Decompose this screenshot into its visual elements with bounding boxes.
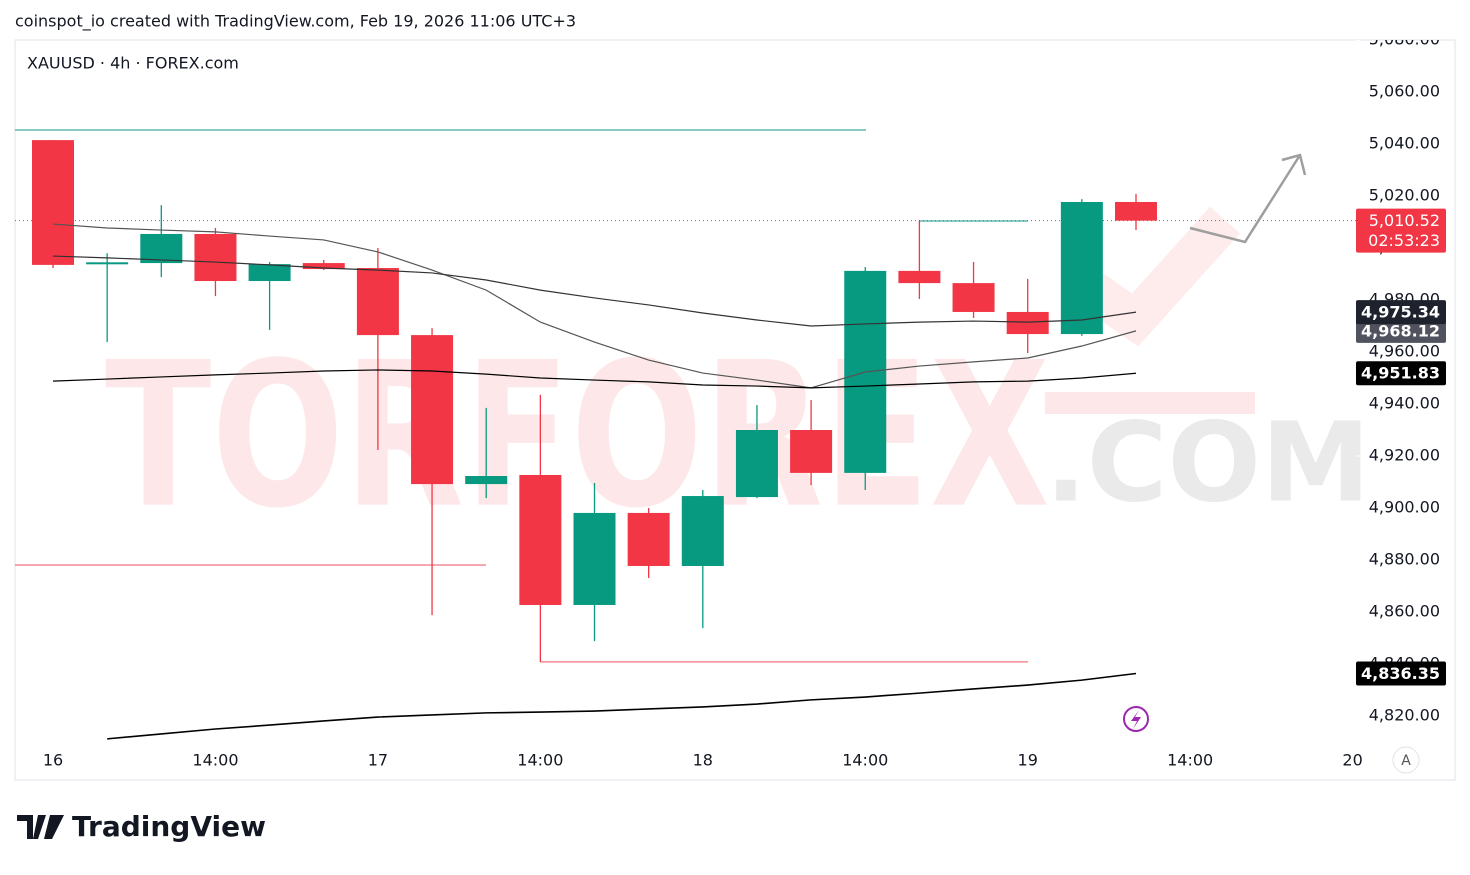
alert-bolt [1131, 710, 1141, 729]
candle-body [1115, 201, 1157, 221]
candle-body [1060, 201, 1103, 335]
ma-line [52, 255, 1137, 327]
y-tick-label: 5,020.00 [1369, 186, 1440, 205]
y-tick-label: 4,860.00 [1369, 602, 1440, 621]
frame [14, 39, 1456, 781]
candle-body [790, 430, 833, 473]
y-tick-label: 4,900.00 [1369, 498, 1440, 517]
ma-line [52, 223, 1137, 389]
candle-body [140, 233, 183, 264]
y-tick-label: 4,920.00 [1369, 446, 1440, 465]
x-tick-label: 18 [693, 751, 713, 770]
candle-body [898, 270, 941, 284]
x-tick-label: 17 [368, 751, 388, 770]
candle-body [32, 140, 74, 265]
candle-body [1006, 311, 1049, 335]
ma-line [107, 672, 1137, 740]
ma-badge [1356, 318, 1446, 343]
x-tick-label: 14:00 [517, 751, 563, 770]
y-tick-label: 5,080.00 [1369, 30, 1440, 49]
candle-body [519, 474, 562, 605]
ma-badge-label: 4,836.35 [1361, 664, 1440, 683]
y-tick-label: 5,060.00 [1369, 82, 1440, 101]
candle-body [248, 264, 291, 282]
auto-button[interactable] [1392, 746, 1420, 774]
countdown-label: 02:53:23 [1368, 231, 1440, 250]
y-tick-label: 4,820.00 [1369, 706, 1440, 725]
candle-body [465, 476, 508, 485]
x-tick-label: 14:00 [842, 751, 888, 770]
watermark-suffix: .COM [1045, 398, 1371, 526]
x-tick-label: 14:00 [192, 751, 238, 770]
x-tick-label: 14:00 [1167, 751, 1213, 770]
brand-logo [17, 815, 64, 839]
candle-body [627, 512, 670, 566]
candle-body [735, 430, 778, 498]
forecast-arrow [1189, 153, 1307, 244]
ma-badge [1356, 300, 1446, 325]
plot [15, 129, 1356, 740]
ma-badge-label: 4,968.12 [1361, 321, 1440, 340]
candle-body [194, 233, 237, 282]
candle-body [952, 283, 995, 312]
price-axis: 5,080.005,060.005,040.005,020.005,000.00… [1356, 30, 1446, 725]
ma-badge [1356, 661, 1446, 686]
ma-badge-label: 4,951.83 [1361, 364, 1440, 383]
x-tick-label: 19 [1018, 751, 1038, 770]
candle-body [302, 263, 345, 270]
watermark-group: TORFOREX .COM [105, 206, 1371, 553]
brand: TradingView [72, 810, 266, 843]
ma-badge-label: 4,975.34 [1361, 303, 1440, 322]
candle-body [681, 496, 724, 566]
price-badge [1356, 208, 1446, 253]
y-tick-label: 4,960.00 [1369, 342, 1440, 361]
watermark-check [1073, 206, 1240, 347]
x-tick-label: 20 [1342, 751, 1362, 770]
price-badge-label: 5,010.52 [1369, 211, 1440, 230]
watermark-bar [1045, 392, 1255, 414]
x-tick-label: 16 [43, 751, 63, 770]
candle-body [573, 512, 616, 605]
candle-body [86, 262, 129, 265]
y-tick-label: 5,040.00 [1369, 134, 1440, 153]
y-tick-label: 4,940.00 [1369, 394, 1440, 413]
y-tick-label: 4,880.00 [1369, 550, 1440, 569]
candle-body [411, 335, 454, 485]
auto-label[interactable]: A [1401, 753, 1411, 769]
candle-body [356, 268, 399, 336]
chart-title: XAUUSD · 4h · FOREX.com [27, 54, 239, 73]
alert-icon [1123, 706, 1149, 732]
ma-badge [1356, 361, 1446, 386]
header: coinspot_io created with TradingView.com… [15, 12, 576, 32]
ma-line [52, 369, 1137, 389]
